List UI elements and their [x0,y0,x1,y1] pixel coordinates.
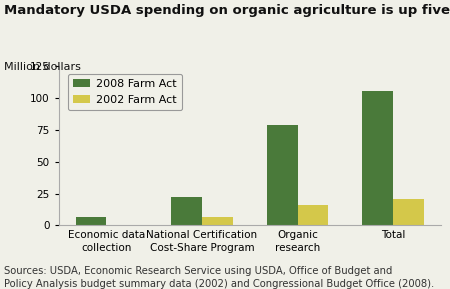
Bar [297,205,328,225]
Bar [267,125,297,225]
Text: Mandatory USDA spending on organic agriculture is up fivefold from 2002: Mandatory USDA spending on organic agric… [4,4,450,17]
Legend: 2008 Farm Act, 2002 Farm Act: 2008 Farm Act, 2002 Farm Act [68,74,182,110]
Text: Sources: USDA, Economic Research Service using USDA, Office of Budget and
Policy: Sources: USDA, Economic Research Service… [4,266,435,289]
Bar [171,197,202,225]
Bar [202,216,233,225]
Bar [393,199,423,225]
Bar [76,216,107,225]
Bar [362,91,393,225]
Text: Million dollars: Million dollars [4,62,81,72]
